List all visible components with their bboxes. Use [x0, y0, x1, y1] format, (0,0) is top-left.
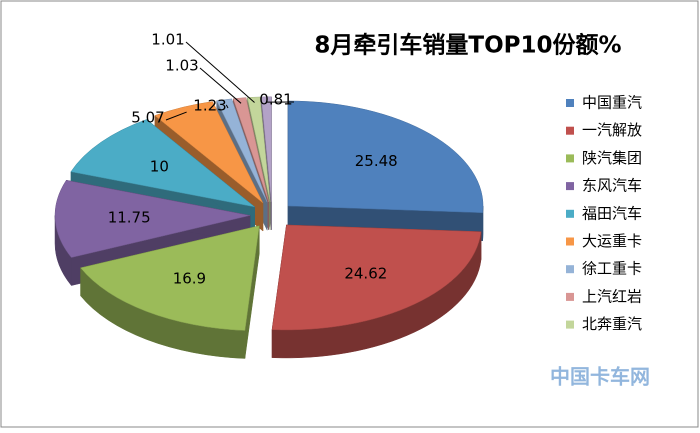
data-label: 1.01	[151, 31, 184, 49]
data-label: 11.75	[108, 208, 151, 226]
data-label: 5.07	[131, 109, 164, 127]
legend-label: 东风汽车	[582, 177, 642, 195]
legend-label: 徐工重卡	[582, 260, 642, 278]
legend-label: 一汽解放	[582, 121, 642, 139]
legend-label: 陕汽集团	[582, 149, 642, 167]
legend-swatch	[566, 182, 574, 190]
legend-swatch	[566, 265, 574, 273]
data-label: 1.23	[193, 97, 226, 115]
legend-swatch	[566, 321, 574, 329]
legend-label: 福田汽车	[582, 204, 642, 222]
legend-label: 北奔重汽	[582, 315, 642, 333]
data-label: 1.03	[165, 57, 198, 75]
chart-title: 8月牵引车销量TOP10份额%	[314, 32, 621, 59]
data-label: 24.62	[344, 265, 387, 283]
data-label: 0.81	[259, 91, 292, 109]
legend-label: 上汽红岩	[582, 287, 642, 305]
legend-swatch	[566, 210, 574, 218]
legend-swatch	[566, 154, 574, 162]
legend-swatch	[566, 99, 574, 107]
data-label: 25.48	[355, 152, 398, 170]
legend-swatch	[566, 293, 574, 301]
data-label: 16.9	[173, 269, 206, 287]
legend-label: 中国重汽	[582, 94, 642, 112]
data-label: 10	[150, 157, 169, 175]
legend-swatch	[566, 238, 574, 246]
legend-label: 大运重卡	[582, 232, 642, 250]
watermark: 中国卡车网	[550, 365, 650, 389]
legend-swatch	[566, 127, 574, 135]
